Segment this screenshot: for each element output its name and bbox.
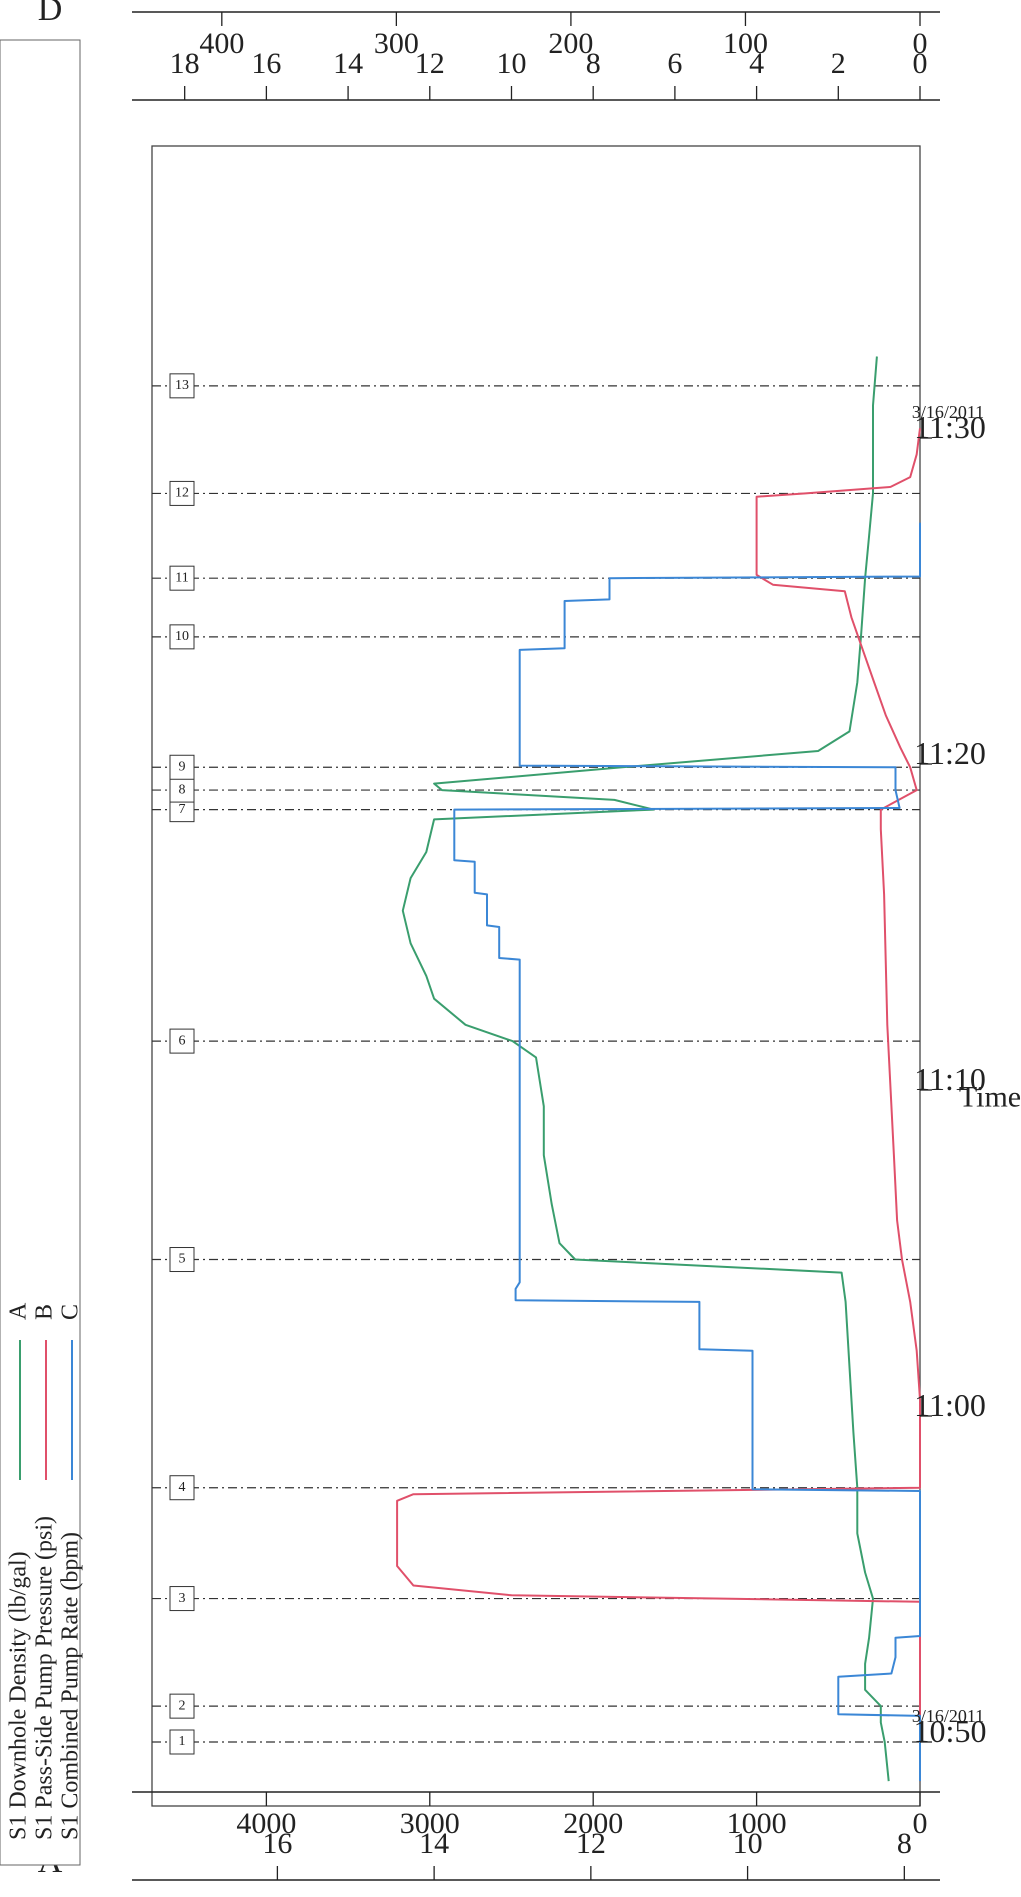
event-label-3: 3 [179, 1591, 186, 1606]
axis-c-tick-label: 6 [667, 47, 682, 80]
series-line-a [401, 356, 890, 1782]
axes-group: 810121416A01000200030004000B024681012141… [38, 0, 940, 1881]
axis-c-tick-label: 18 [170, 47, 200, 80]
axis-a-tick-label: 10 [733, 1827, 763, 1860]
x-tick-label: 11:10 [914, 1061, 986, 1097]
x-axis-label: Time [959, 1080, 1021, 1113]
axis-a-tick-label: 16 [262, 1827, 292, 1860]
x-tick-label: 11:00 [914, 1387, 986, 1423]
axis-b-tick-label: 0 [913, 1807, 928, 1840]
axis-b-tick-label: 1000 [727, 1807, 787, 1840]
event-flag-9 [169, 754, 195, 780]
axis-c-tick-label: 10 [496, 47, 526, 80]
event-flag-1 [169, 1729, 195, 1755]
event-label-6: 6 [179, 1033, 186, 1048]
x-axis: 10:503/16/201111:0011:1011:2011:303/16/2… [912, 402, 1021, 1749]
event-flag-4 [169, 1475, 195, 1501]
legend: S1 Downhole Density (lb/gal) A S1 Pass-Sid… [0, 39, 84, 1866]
event-flag-11 [169, 565, 195, 591]
event-label-5: 5 [179, 1252, 186, 1267]
legend-label-b: S1 Pass-Side Pump Pressure (psi) [32, 1516, 58, 1840]
axis-b-tick-label: 3000 [400, 1807, 460, 1840]
event-label-2: 2 [179, 1698, 186, 1713]
event-label-8: 8 [179, 782, 186, 797]
event-label-13: 13 [175, 378, 189, 393]
event-flag-13 [169, 373, 195, 399]
event-flag-12 [169, 480, 195, 506]
axis-d-tick-label: 100 [723, 27, 768, 60]
event-label-12: 12 [175, 486, 189, 501]
axis-b-tick-label: 2000 [563, 1807, 623, 1840]
event-label-10: 10 [175, 629, 189, 644]
event-label-11: 11 [175, 570, 188, 585]
axis-d-tick-label: 300 [374, 27, 419, 60]
axis-d-tick-label: 0 [913, 27, 928, 60]
series-group [396, 356, 921, 1782]
x-tick-date: 3/16/2011 [912, 1706, 984, 1726]
axis-c: 024681012141618C [39, 47, 940, 116]
axis-c-tick-label: 14 [333, 47, 363, 80]
axis-c-tick-label: 12 [415, 47, 445, 80]
axis-c-tick-label: 0 [913, 47, 928, 80]
axis-a: 810121416A [38, 1827, 940, 1881]
axis-d-tick-label: 400 [199, 27, 244, 60]
event-flag-5 [169, 1247, 195, 1273]
axis-c-tick-label: 8 [586, 47, 601, 80]
axis-c-tick-label: 16 [251, 47, 281, 80]
legend-axis-b: B [32, 1304, 58, 1320]
plot-frame [151, 145, 921, 1807]
event-label-9: 9 [179, 759, 186, 774]
event-label-1: 1 [179, 1734, 186, 1749]
event-label-4: 4 [179, 1480, 186, 1495]
legend-axis-a: A [6, 1302, 32, 1320]
series-line-b [396, 428, 921, 1782]
series-line-c [453, 522, 921, 1782]
x-tick-label: 10:50 [914, 1713, 987, 1749]
x-tick-date: 3/16/2011 [912, 402, 984, 422]
axis-d: 0 100 200 300 400 D [38, 0, 940, 60]
axis-a-tick-label: 12 [576, 1827, 606, 1860]
legend-label-a: S1 Downhole Density (lb/gal) [6, 1551, 32, 1840]
event-flag-6 [169, 1028, 195, 1054]
axis-a-tick-label: 8 [897, 1827, 912, 1860]
axis-d-tick-label: 200 [548, 27, 593, 60]
legend-label-c: S1 Combined Pump Rate (bpm) [58, 1532, 84, 1840]
axis-d-letter: D [38, 0, 63, 28]
axis-a-tick-label: 14 [419, 1827, 449, 1860]
x-tick-label: 11:20 [914, 735, 986, 771]
axis-b-tick-label: 4000 [236, 1807, 296, 1840]
event-flag-3 [169, 1586, 195, 1612]
axis-c-tick-label: 2 [831, 47, 846, 80]
axis-c-tick-label: 4 [749, 47, 764, 80]
event-label-7: 7 [179, 802, 186, 817]
event-flag-2 [169, 1693, 195, 1719]
event-flag-10 [169, 624, 195, 650]
legend-axis-c: C [58, 1304, 84, 1320]
x-tick-label: 11:30 [914, 409, 986, 445]
